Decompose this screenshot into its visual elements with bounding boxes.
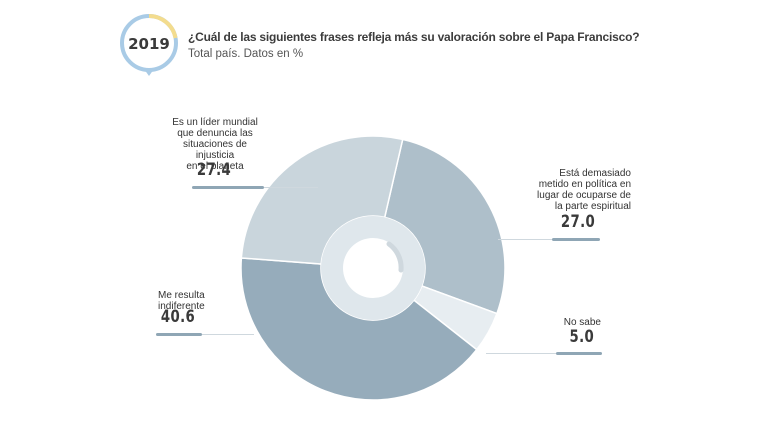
label-lider: Es un líder mundial que denuncia las sit… — [165, 117, 265, 172]
label-lider-value: 27.4 — [196, 160, 232, 180]
label-metido-value: 27.0 — [560, 212, 596, 232]
label-nosabe-value: 5.0 — [569, 327, 595, 347]
label-nosabe-underline — [556, 352, 602, 355]
label-leader-lines — [202, 187, 556, 354]
label-metido: Está demasiado metido en política en lug… — [519, 168, 631, 212]
year-badge: 2019 — [120, 14, 178, 76]
label-lider-underline — [192, 186, 264, 189]
label-metido-underline — [552, 238, 600, 241]
center-hole — [343, 238, 403, 298]
label-indiferente-value: 40.6 — [160, 307, 196, 327]
label-lider-text: Es un líder mundial que denuncia las sit… — [172, 117, 258, 172]
label-nosabe: No sabe — [545, 317, 601, 328]
label-metido-text: Está demasiado metido en política en lug… — [537, 168, 631, 212]
label-nosabe-text: No sabe — [563, 317, 601, 328]
center-arc-icon — [386, 241, 404, 273]
header: ¿Cuál de las siguientes frases refleja m… — [188, 30, 640, 60]
donut-slices — [240, 135, 506, 401]
year-badge-pointer — [144, 69, 154, 76]
label-indiferente-text: Me resulta indiferente — [158, 290, 205, 312]
label-indiferente: Me resulta indiferente — [158, 290, 228, 312]
label-indiferente-underline — [156, 333, 202, 336]
chart-title: ¿Cuál de las siguientes frases refleja m… — [188, 30, 640, 44]
chart-subtitle: Total país. Datos en % — [188, 48, 304, 60]
year-badge-accent — [148, 14, 178, 39]
year-badge-text: 2019 — [128, 35, 170, 53]
